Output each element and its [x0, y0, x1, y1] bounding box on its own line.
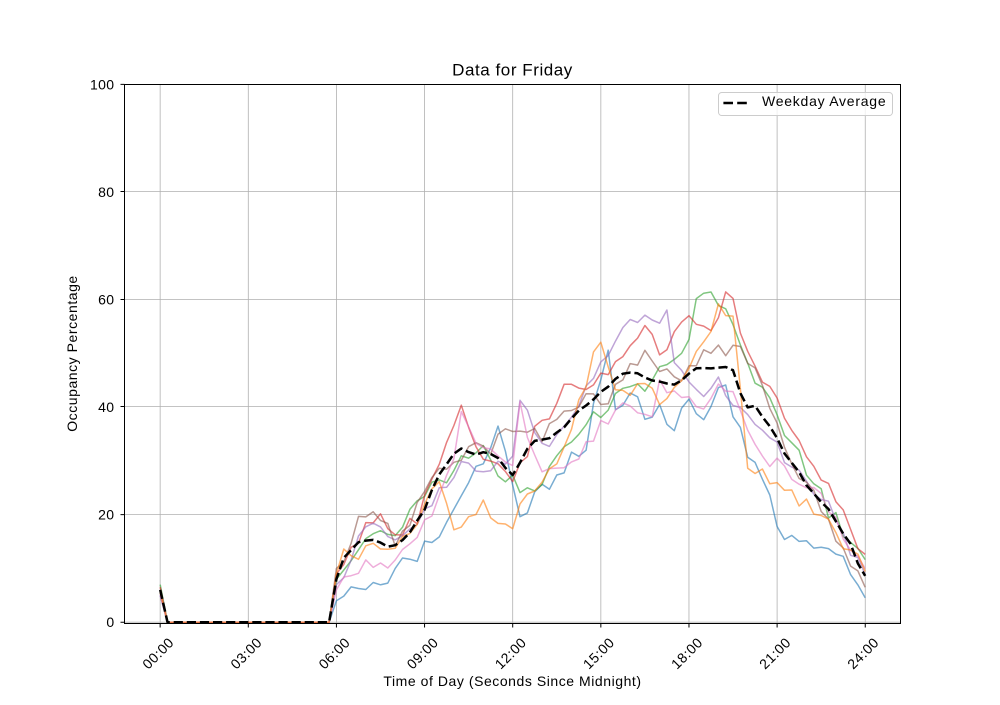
svg-text:20: 20 [98, 507, 114, 523]
svg-text:80: 80 [98, 184, 114, 200]
svg-text:Data for Friday: Data for Friday [452, 61, 573, 80]
svg-text:Weekday Average: Weekday Average [762, 93, 886, 109]
svg-text:0: 0 [106, 614, 114, 630]
svg-text:Time of Day (Seconds Since Mid: Time of Day (Seconds Since Midnight) [383, 673, 641, 689]
svg-text:40: 40 [98, 399, 114, 415]
svg-text:60: 60 [98, 291, 114, 307]
svg-text:100: 100 [90, 76, 115, 92]
svg-text:Occupancy Percentage: Occupancy Percentage [64, 275, 80, 432]
